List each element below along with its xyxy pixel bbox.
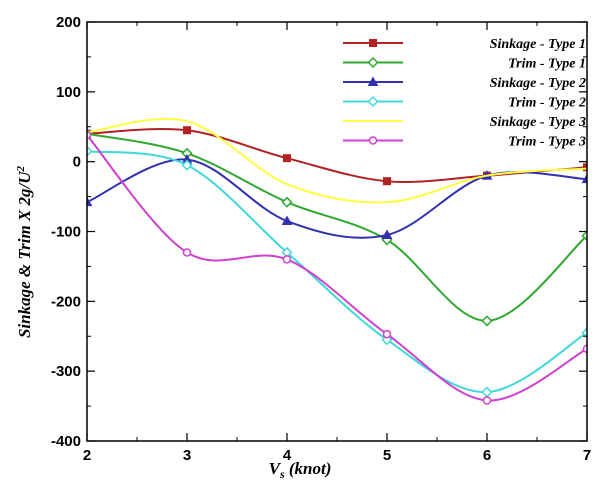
x-tick-label: 6 [483,447,491,464]
legend-marker [369,39,377,47]
legend-label: Trim - Type 3 [508,135,586,150]
series-line [87,132,587,322]
y-tick-label: 100 [56,84,81,101]
x-tick-label: 3 [183,447,191,464]
x-tick-label: 4 [283,447,292,464]
data-point [582,344,587,354]
x-tick-label: 7 [583,447,591,464]
legend-label: Sinkage - Type 1 [490,37,586,52]
data-point [381,229,393,239]
y-tick-label: 0 [73,154,81,171]
data-point [181,159,193,171]
series-line [87,117,587,204]
x-axis-label-subscript: s [279,467,285,481]
y-axis-label: Sinkage & Trim X 2g/U2 [15,165,34,338]
legend-item-5: Sinkage - Type 3 [343,115,586,130]
data-point [581,327,587,339]
legend-marker [367,95,379,108]
data-point [182,248,192,257]
plot-area [87,117,587,405]
data-point [87,145,93,157]
axes: 2 3 4 5 6 7 -400 -300 -200 -100 0 100 200 [51,14,591,464]
legend-label: Trim - Type 2 [508,96,586,111]
data-point [482,396,492,405]
data-point [183,126,191,135]
y-tick-label: -100 [51,224,81,241]
data-point [87,130,92,140]
legend-item-1: Sinkage - Type 1 [343,37,586,52]
y-tick-label: -300 [51,363,81,380]
legend-item-4: Trim - Type 2 [343,96,586,111]
series-line [87,134,587,402]
data-point [581,230,587,242]
legend-marker [367,56,379,69]
legend-label: Trim - Type 1 [508,57,586,72]
data-point [383,177,391,186]
series-5 [87,117,587,204]
data-point [581,173,587,184]
legend-item-2: Trim - Type 1 [343,57,586,72]
series-6 [87,130,587,405]
data-point [87,196,93,207]
data-point [382,329,392,339]
legend-label: Sinkage - Type 3 [490,115,586,130]
x-tick-label: 2 [83,447,91,464]
legend-item-3: Sinkage - Type 2 [343,76,586,91]
data-point [283,154,291,163]
data-point [281,196,293,208]
data-point [583,163,587,172]
data-point [282,255,292,264]
legend-marker [367,76,379,86]
legend: Sinkage - Type 1 Trim - Type 1 Sinkage - T… [343,37,586,150]
x-tick-label: 5 [383,447,391,464]
legend-marker [368,136,378,145]
y-tick-label: 200 [56,14,81,31]
y-tick-label: -200 [51,293,81,310]
legend-item-6: Trim - Type 3 [343,135,586,150]
series-line [87,150,587,394]
y-axis-label-superscript: 2 [15,165,27,172]
data-point [281,215,293,226]
x-axis-label: Vs (knot) [269,459,332,481]
series-4 [87,145,587,398]
y-tick-label: -400 [51,433,81,450]
data-point [481,386,493,398]
plot-frame [86,21,588,442]
legend-label: Sinkage - Type 2 [490,76,586,91]
data-point [481,315,493,327]
